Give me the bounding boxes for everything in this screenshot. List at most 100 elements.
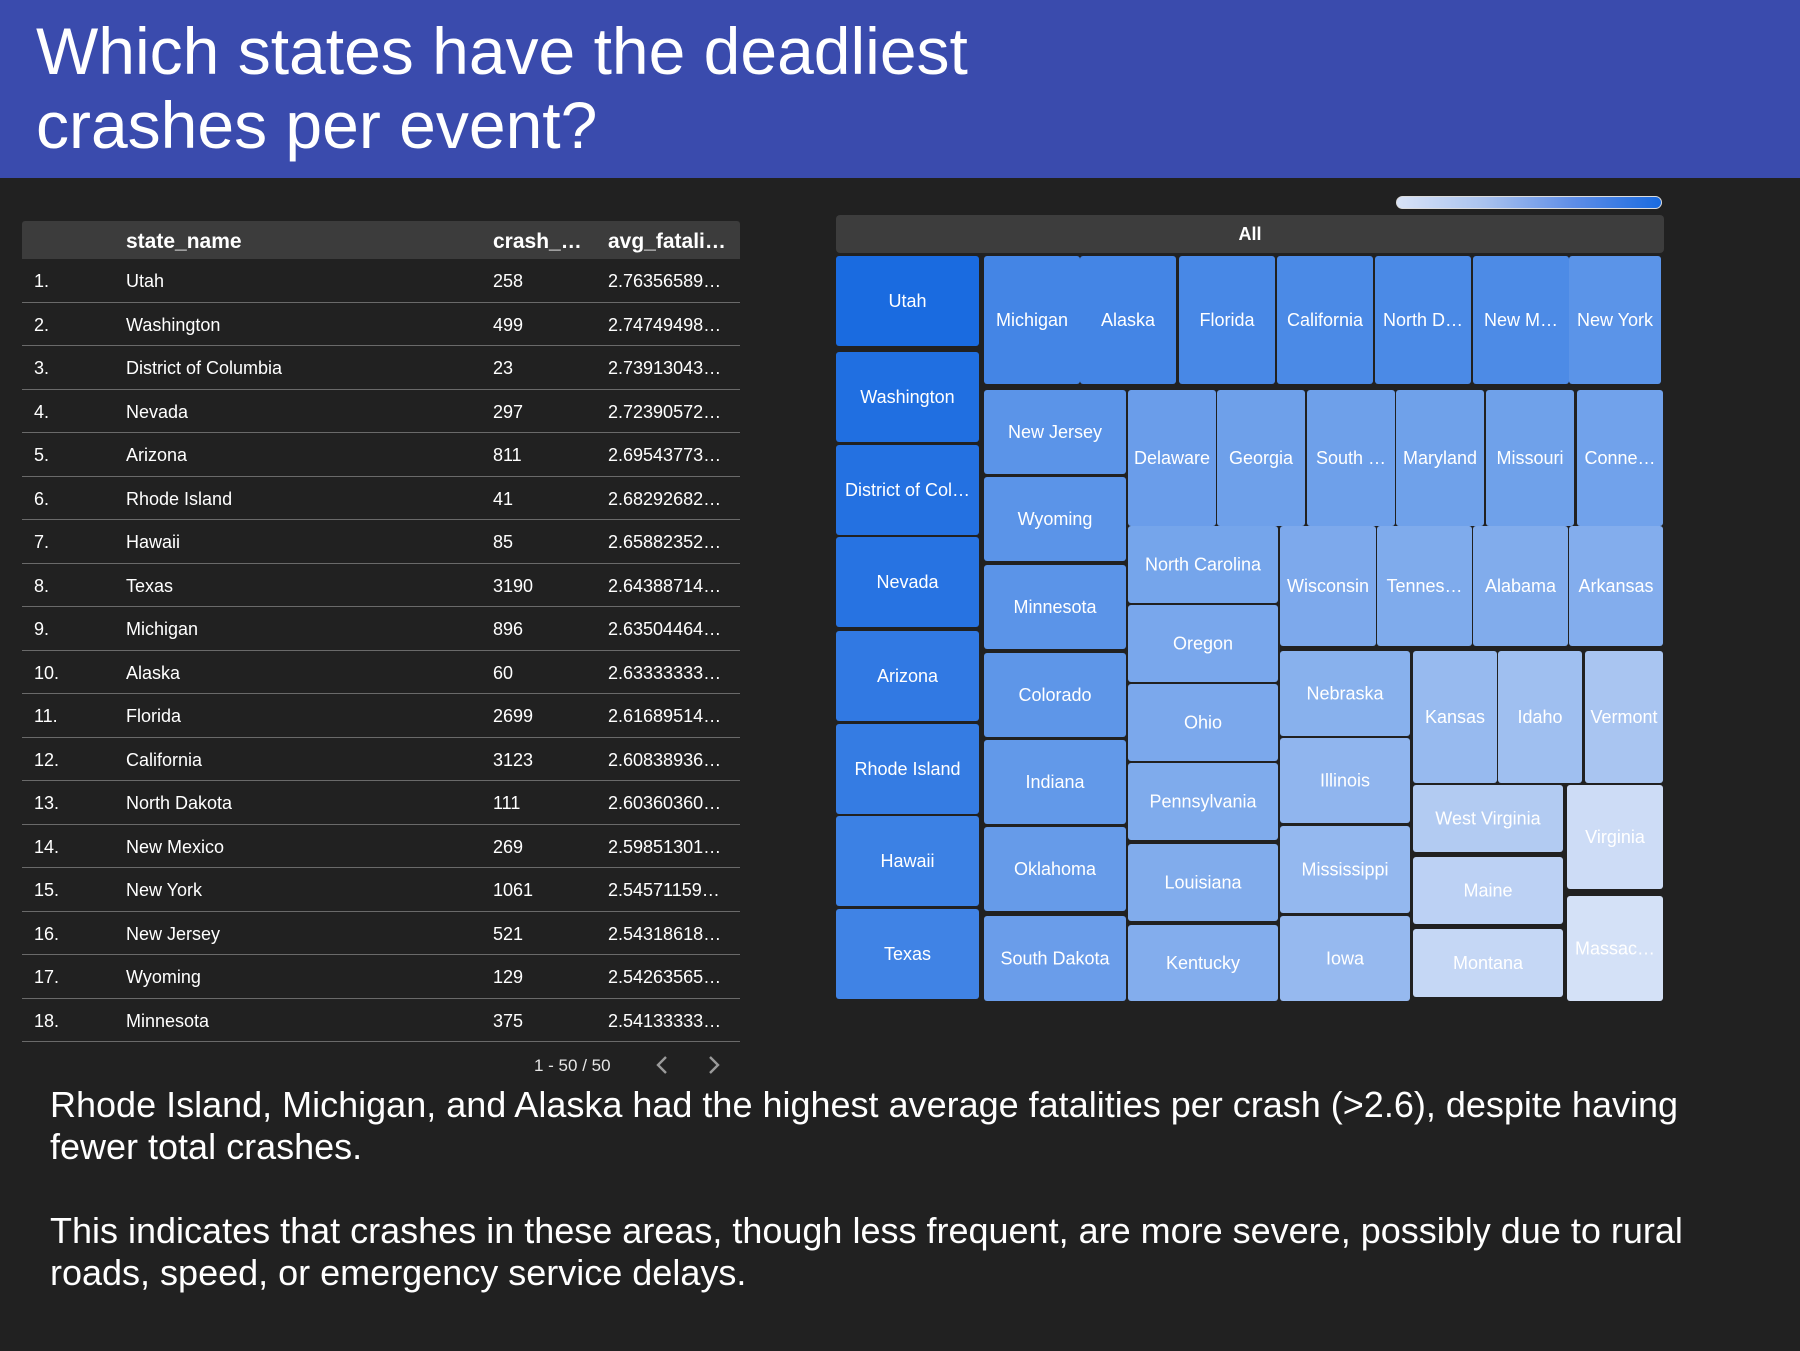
treemap-cell[interactable]: Colorado bbox=[984, 653, 1126, 737]
treemap-cell[interactable]: Illinois bbox=[1280, 738, 1410, 823]
row-index: 4. bbox=[34, 401, 50, 422]
row-avg-fatalities: 2.63504464… bbox=[608, 619, 722, 639]
treemap-cell-rect bbox=[1413, 929, 1563, 997]
treemap-cell[interactable]: Wyoming bbox=[984, 477, 1126, 561]
treemap-cell-rect bbox=[1280, 738, 1410, 823]
treemap-cell[interactable]: South Dakota bbox=[984, 916, 1126, 1001]
treemap-cell[interactable]: Louisiana bbox=[1128, 844, 1278, 921]
treemap-root-header[interactable]: All bbox=[836, 215, 1664, 253]
treemap-cell[interactable]: Texas bbox=[836, 909, 979, 999]
treemap-cell[interactable]: Oklahoma bbox=[984, 827, 1126, 911]
treemap-cell-rect bbox=[984, 827, 1126, 911]
treemap-cell[interactable]: Georgia bbox=[1217, 390, 1305, 526]
treemap-cell[interactable]: Kansas bbox=[1413, 651, 1497, 783]
treemap-cell[interactable]: Tennes… bbox=[1377, 526, 1472, 646]
treemap-cell[interactable]: Nevada bbox=[836, 537, 979, 627]
table-row[interactable]: 10. Alaska 60 2.63333333… bbox=[22, 651, 740, 694]
treemap-cell[interactable]: Delaware bbox=[1128, 390, 1216, 526]
treemap-cell[interactable]: Massac… bbox=[1567, 896, 1663, 1001]
table-row[interactable]: 6. Rhode Island 41 2.68292682… bbox=[22, 477, 740, 520]
treemap-cell[interactable]: Arkansas bbox=[1569, 526, 1663, 646]
table-row[interactable]: 14. New Mexico 269 2.59851301… bbox=[22, 825, 740, 868]
table-row[interactable]: 4. Nevada 297 2.72390572… bbox=[22, 390, 740, 433]
treemap-cell[interactable]: Rhode Island bbox=[836, 724, 979, 814]
treemap-cell[interactable]: Ohio bbox=[1128, 684, 1278, 761]
treemap-cell[interactable]: Utah bbox=[836, 256, 979, 346]
column-header-crashes[interactable]: crash_… bbox=[493, 230, 582, 253]
table-row[interactable]: 5. Arizona 811 2.69543773… bbox=[22, 433, 740, 477]
treemap-cell[interactable]: Oregon bbox=[1128, 605, 1278, 682]
treemap-cell[interactable]: Alaska bbox=[1080, 256, 1176, 384]
treemap-cell[interactable]: California bbox=[1277, 256, 1373, 384]
treemap-cell[interactable]: Virginia bbox=[1567, 785, 1663, 889]
row-state-name: California bbox=[126, 749, 203, 770]
treemap-cell-rect bbox=[836, 352, 979, 442]
treemap-cell[interactable]: North D… bbox=[1375, 256, 1471, 384]
treemap-cell-label: Washington bbox=[860, 387, 954, 407]
treemap-cell[interactable]: Wisconsin bbox=[1280, 526, 1376, 646]
row-index: 9. bbox=[34, 619, 50, 639]
table-row[interactable]: 3. District of Columbia 23 2.73913043… bbox=[22, 346, 740, 390]
treemap-cell[interactable]: South … bbox=[1307, 390, 1395, 526]
treemap-cell[interactable]: Michigan bbox=[984, 256, 1080, 384]
next-page-button[interactable] bbox=[700, 1052, 726, 1078]
previous-page-button[interactable] bbox=[650, 1052, 676, 1078]
treemap-cell[interactable]: Alabama bbox=[1473, 526, 1568, 646]
treemap-cell[interactable]: Indiana bbox=[984, 740, 1126, 824]
treemap-cell[interactable]: Missouri bbox=[1486, 390, 1574, 526]
treemap-cell[interactable]: Mississippi bbox=[1280, 826, 1410, 913]
treemap-cell[interactable]: New Jersey bbox=[984, 390, 1126, 474]
treemap-cell[interactable]: Kentucky bbox=[1128, 925, 1278, 1001]
row-state-name: New Jersey bbox=[126, 923, 221, 944]
treemap-cell[interactable]: Minnesota bbox=[984, 565, 1126, 649]
table-row[interactable]: 18. Minnesota 375 2.54133333… bbox=[22, 999, 740, 1042]
row-avg-fatalities: 2.54133333… bbox=[608, 1010, 722, 1031]
treemap-cell[interactable]: New York bbox=[1569, 256, 1661, 384]
treemap-cell[interactable]: Florida bbox=[1179, 256, 1275, 384]
row-crash-count: 23 bbox=[493, 358, 514, 378]
treemap-cell[interactable]: Iowa bbox=[1280, 916, 1410, 1001]
treemap-cell-label: Missouri bbox=[1496, 448, 1563, 468]
table-row[interactable]: 12. California 3123 2.60838936… bbox=[22, 738, 740, 781]
treemap-cell[interactable]: North Carolina bbox=[1128, 526, 1278, 603]
table-row[interactable]: 11. Florida 2699 2.61689514… bbox=[22, 694, 740, 738]
table-row[interactable]: 9. Michigan 896 2.63504464… bbox=[22, 607, 740, 651]
treemap-cell[interactable]: Arizona bbox=[836, 631, 979, 721]
treemap-cell[interactable]: Montana bbox=[1413, 929, 1563, 997]
table-row[interactable]: 16. New Jersey 521 2.54318618… bbox=[22, 912, 740, 955]
treemap-cell-rect bbox=[1396, 390, 1484, 526]
table-row[interactable]: 1. Utah 258 2.76356589… bbox=[22, 259, 740, 303]
table-row[interactable]: 15. New York 1061 2.54571159… bbox=[22, 868, 740, 912]
treemap-cell[interactable]: Washington bbox=[836, 352, 979, 442]
treemap-cell[interactable]: Hawaii bbox=[836, 816, 979, 906]
table-row[interactable]: 13. North Dakota 111 2.60360360… bbox=[22, 781, 740, 825]
treemap-cell-rect bbox=[1128, 763, 1278, 840]
treemap-cell[interactable]: Pennsylvania bbox=[1128, 763, 1278, 840]
treemap-cell-label: Maine bbox=[1463, 881, 1512, 901]
table-row[interactable]: 8. Texas 3190 2.64388714… bbox=[22, 564, 740, 607]
treemap-cell[interactable]: District of Col… bbox=[836, 445, 979, 535]
treemap-cell[interactable]: New M… bbox=[1473, 256, 1569, 384]
treemap-cell[interactable]: Conne… bbox=[1577, 390, 1663, 526]
row-avg-fatalities: 2.64388714… bbox=[608, 575, 722, 596]
treemap-cell-rect bbox=[1128, 526, 1278, 603]
treemap-cell[interactable]: Idaho bbox=[1498, 651, 1582, 783]
column-header-state-name[interactable]: state_name bbox=[126, 230, 242, 253]
treemap-cell[interactable]: Maine bbox=[1413, 857, 1563, 924]
column-header-avg-fatalities[interactable]: avg_fatali… bbox=[608, 230, 726, 253]
treemap-cell-label: South Dakota bbox=[1000, 949, 1110, 969]
row-state-name: Washington bbox=[126, 314, 221, 335]
treemap-cell-label: Tennes… bbox=[1386, 576, 1462, 596]
table-row[interactable]: 17. Wyoming 129 2.54263565… bbox=[22, 955, 740, 999]
table-row[interactable]: 2. Washington 499 2.74749498… bbox=[22, 303, 740, 346]
treemap-cell-label: Virginia bbox=[1585, 827, 1646, 847]
treemap-cell[interactable]: West Virginia bbox=[1413, 785, 1563, 852]
treemap-cell-label: Vermont bbox=[1590, 707, 1657, 727]
treemap-cell[interactable]: Vermont bbox=[1585, 651, 1663, 783]
row-state-name: Hawaii bbox=[126, 532, 181, 552]
treemap-cell[interactable]: Nebraska bbox=[1280, 651, 1410, 736]
row-crash-count: 3190 bbox=[493, 575, 534, 596]
treemap-cell-rect bbox=[984, 390, 1126, 474]
treemap-cell[interactable]: Maryland bbox=[1396, 390, 1484, 526]
table-row[interactable]: 7. Hawaii 85 2.65882352… bbox=[22, 520, 740, 564]
